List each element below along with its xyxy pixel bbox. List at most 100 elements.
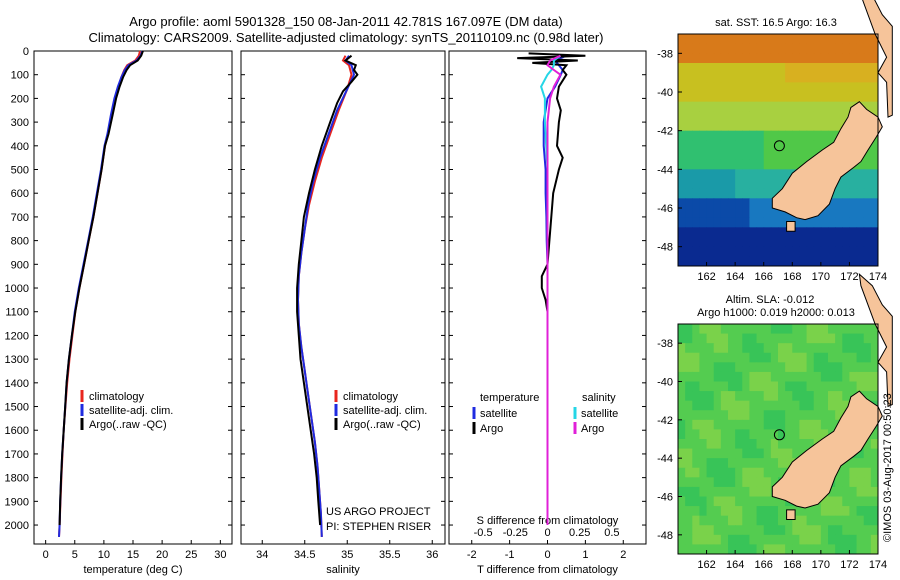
field-cell <box>799 439 808 450</box>
field-cell <box>770 237 779 248</box>
field-cell <box>713 324 722 335</box>
field-cell <box>720 371 729 382</box>
field-cell <box>785 534 793 545</box>
field-cell <box>763 400 772 411</box>
field-cell <box>770 448 779 459</box>
field-cell <box>849 362 858 373</box>
field-cell <box>720 352 729 363</box>
field-cell <box>820 246 829 257</box>
field-cell <box>699 217 708 228</box>
field-cell <box>863 34 872 45</box>
field-cell <box>692 534 700 545</box>
field-cell <box>792 324 800 335</box>
field-cell <box>842 63 850 74</box>
field-cell <box>742 101 750 112</box>
field-cell <box>685 506 693 517</box>
field-cell <box>692 506 700 517</box>
field-cell <box>870 496 879 507</box>
field-cell <box>706 256 715 267</box>
field-cell <box>813 381 822 392</box>
series-line <box>58 50 141 537</box>
field-cell <box>813 324 822 335</box>
field-cell <box>749 477 758 488</box>
field-cell <box>849 34 858 45</box>
field-cell <box>863 159 872 170</box>
field-cell <box>820 43 829 54</box>
field-cell <box>685 237 693 248</box>
field-cell <box>835 371 843 382</box>
field-cell <box>678 333 686 344</box>
y-tick-label: 1900 <box>5 496 29 508</box>
field-cell <box>749 82 758 93</box>
field-cell <box>842 217 850 228</box>
field-cell <box>713 467 722 478</box>
field-cell <box>742 391 750 402</box>
field-cell <box>699 410 708 421</box>
x-tick-label: 170 <box>812 559 830 571</box>
field-cell <box>742 544 750 555</box>
field-cell <box>692 400 700 411</box>
field-cell <box>756 217 765 228</box>
field-cell <box>778 525 786 536</box>
field-cell <box>749 140 758 151</box>
sla-map-title-line2: Argo h1000: 0.019 h2000: 0.013 <box>697 307 855 319</box>
field-cell <box>870 169 879 180</box>
field-cell <box>828 63 836 74</box>
field-cell <box>835 63 843 74</box>
y-tick-label: 1800 <box>5 473 29 485</box>
field-cell <box>785 159 793 170</box>
field-cell <box>778 352 786 363</box>
field-cell <box>728 429 736 440</box>
field-cell <box>870 34 879 45</box>
field-cell <box>756 419 765 430</box>
field-cell <box>842 352 850 363</box>
field-cell <box>685 467 693 478</box>
field-cell <box>813 534 822 545</box>
field-cell <box>778 371 786 382</box>
x-tick-label: 0 <box>544 549 550 561</box>
field-cell <box>799 324 808 335</box>
field-cell <box>778 400 786 411</box>
x-tick-label: 168 <box>783 271 801 283</box>
field-cell <box>692 140 700 151</box>
field-cell <box>778 63 786 74</box>
y-tick-label: 1300 <box>5 354 29 366</box>
field-cell <box>735 82 743 93</box>
field-cell <box>706 121 715 132</box>
field-cell <box>828 82 836 93</box>
field-cell <box>813 400 822 411</box>
field-cell <box>820 111 829 122</box>
field-cell <box>849 82 858 93</box>
field-cell <box>763 256 772 267</box>
field-cell <box>685 227 693 238</box>
field-cell <box>770 352 779 363</box>
field-cell <box>728 72 736 83</box>
field-cell <box>713 544 722 555</box>
field-cell <box>799 362 808 373</box>
field-cell <box>849 458 858 469</box>
field-cell <box>706 439 715 450</box>
field-cell <box>756 179 765 190</box>
field-cell <box>820 496 829 507</box>
legend-label: satellite <box>480 408 517 420</box>
field-cell <box>728 159 736 170</box>
field-cell <box>835 111 843 122</box>
field-cell <box>728 82 736 93</box>
field-cell <box>685 92 693 103</box>
y-tick-label: -42 <box>657 415 673 427</box>
field-cell <box>713 237 722 248</box>
field-cell <box>856 525 865 536</box>
field-cell <box>713 525 722 536</box>
field-cell <box>828 515 836 526</box>
field-cell <box>713 43 722 54</box>
field-cell <box>692 82 700 93</box>
field-cell <box>749 324 758 335</box>
field-cell <box>785 381 793 392</box>
field-cell <box>870 333 879 344</box>
field-cell <box>742 458 750 469</box>
field-cell <box>820 53 829 64</box>
y-tick-label: 100 <box>11 70 29 82</box>
field-cell <box>735 391 743 402</box>
field-cell <box>763 419 772 430</box>
field-cell <box>785 515 793 526</box>
